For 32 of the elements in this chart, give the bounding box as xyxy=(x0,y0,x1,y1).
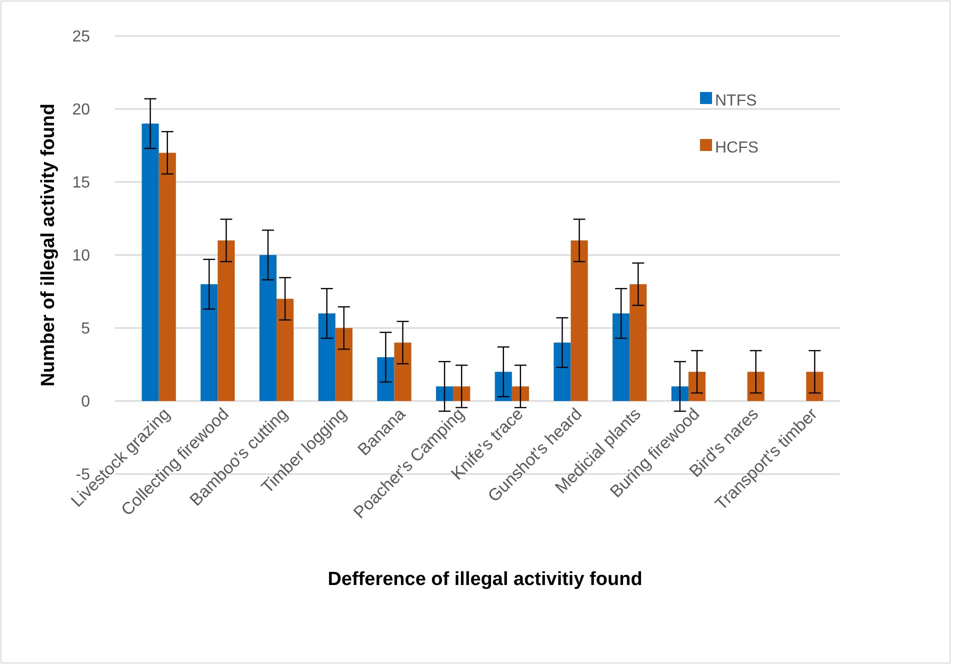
bar xyxy=(276,298,294,401)
bar xyxy=(554,342,571,401)
y-tick-label: 25 xyxy=(72,28,90,46)
legend-label: NTFS xyxy=(715,92,757,110)
y-tick-label: 20 xyxy=(72,102,90,119)
bar xyxy=(200,284,218,401)
legend-label: HCFS xyxy=(715,140,759,157)
y-tick-label: 0 xyxy=(81,394,90,411)
bar xyxy=(494,372,512,401)
bar xyxy=(747,372,764,401)
bar xyxy=(671,386,688,401)
bar xyxy=(570,240,588,401)
bar xyxy=(630,284,647,401)
y-axis-title: Number of illegal activity found xyxy=(38,104,59,386)
bar xyxy=(436,386,454,401)
bar xyxy=(612,313,630,401)
bar xyxy=(335,328,352,401)
bar xyxy=(806,372,824,401)
bar xyxy=(453,386,470,401)
y-tick-label: 15 xyxy=(72,174,90,192)
bar xyxy=(142,124,159,401)
y-tick-label: 5 xyxy=(81,320,90,338)
bar xyxy=(158,152,176,401)
bar xyxy=(512,386,529,401)
bar xyxy=(259,255,277,401)
bar xyxy=(318,313,336,401)
bar xyxy=(218,240,235,401)
bar xyxy=(377,357,394,401)
y-tick-label: 10 xyxy=(72,248,90,265)
x-axis-title: Defference of illegal activitiy found xyxy=(328,569,642,590)
bar xyxy=(688,372,706,401)
bar xyxy=(394,342,412,401)
